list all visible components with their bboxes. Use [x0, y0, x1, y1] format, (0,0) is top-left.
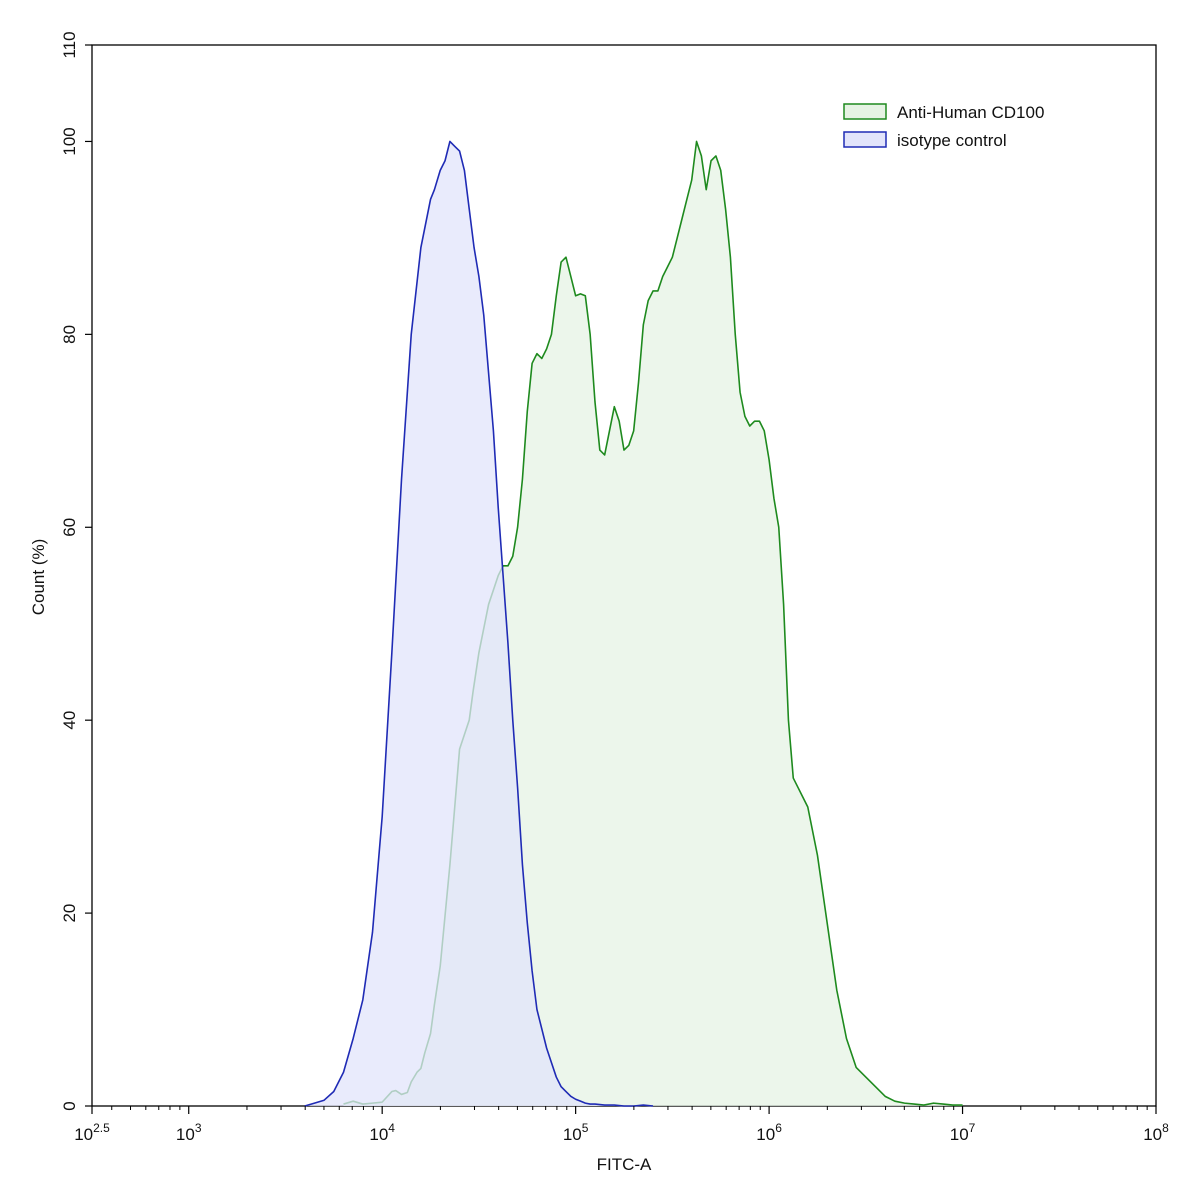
legend-item-1: isotype control: [843, 131, 1007, 150]
legend-item-0: Anti-Human CD100: [843, 103, 1044, 122]
legend: Anti-Human CD100 isotype control: [843, 103, 1044, 150]
y-axis-title: Count (%): [29, 539, 48, 616]
legend-swatch-1: [843, 131, 887, 148]
y-tick-label-80: 80: [60, 325, 79, 344]
x-tick-label-1: 103: [176, 1121, 202, 1144]
y-tick-label-0: 0: [60, 1101, 79, 1110]
x-axis: 102.5 103 104 105 106 107 108: [74, 1106, 1169, 1144]
legend-label-0: Anti-Human CD100: [897, 103, 1044, 122]
legend-label-1: isotype control: [897, 131, 1007, 150]
y-tick-label-20: 20: [60, 904, 79, 923]
y-tick-label-60: 60: [60, 518, 79, 537]
y-tick-label-40: 40: [60, 711, 79, 730]
x-tick-label-6: 108: [1143, 1121, 1169, 1144]
x-tick-label-5: 107: [950, 1121, 976, 1144]
y-tick-label-110: 110: [60, 31, 79, 58]
y-tick-label-100: 100: [60, 127, 79, 155]
x-tick-label-4: 106: [756, 1121, 782, 1144]
series-1-area: [304, 141, 654, 1106]
y-axis: 0 20 40 60 80 100 110: [60, 31, 92, 1111]
series-1-line: [304, 140, 654, 1107]
x-tick-label-3: 105: [563, 1121, 589, 1144]
x-tick-label-0: 102.5: [74, 1121, 110, 1144]
series-1: [304, 140, 654, 1107]
x-tick-label-2: 104: [369, 1121, 395, 1144]
legend-swatch-0: [843, 103, 887, 120]
x-axis-title: FITC-A: [597, 1155, 652, 1174]
series-layer: [304, 140, 963, 1107]
